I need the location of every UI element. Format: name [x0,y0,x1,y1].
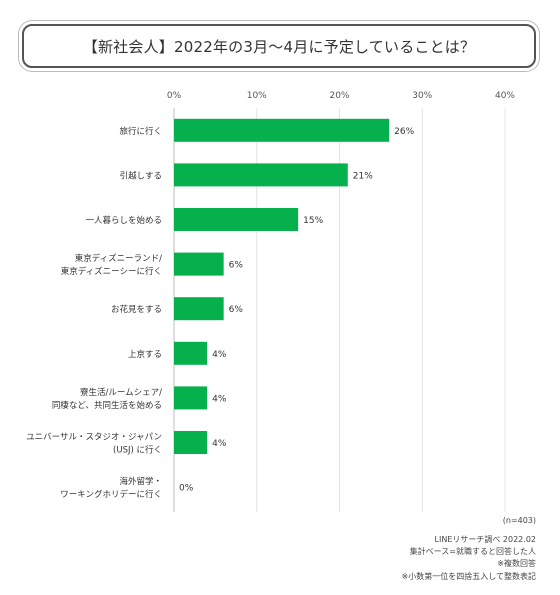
category-label: 旅行に行く [119,126,162,137]
data-label: 26% [394,127,414,137]
category-label: 一人暮らしを始める [85,215,162,226]
bar [174,297,224,321]
category-label: 寮生活/ルームシェア/ [80,387,162,398]
bar [174,252,224,276]
x-tick-label: 40% [495,91,515,101]
data-label: 4% [212,439,227,449]
category-label: (USJ) に行く [113,445,162,456]
data-label: 21% [353,171,373,181]
data-label: 15% [303,216,323,226]
data-label: 6% [229,261,244,271]
category-label: お花見をする [111,304,162,315]
category-label: ユニバーサル・スタジオ・ジャパン [26,433,162,443]
bar [174,386,208,410]
bar [174,431,208,454]
x-tick-label: 20% [329,91,349,101]
chart-title-box: 【新社会人】2022年の3月〜4月に予定していることは？ [22,24,536,68]
source-note: LINEリサーチ調べ 2022.02 [434,535,536,544]
bar [174,118,390,142]
chart-title: 【新社会人】2022年の3月〜4月に予定していることは？ [82,37,476,56]
x-tick-label: 10% [247,91,267,101]
bar [174,341,208,365]
category-label: 引越しする [120,170,162,181]
data-label: 6% [229,305,244,315]
base-note: 集計ベース=就職すると回答した人 [409,547,536,556]
multi-answer-note: ※複数回答 [497,559,536,568]
x-tick-label: 30% [412,91,432,101]
category-label: 東京ディズニーシーに行く [61,266,162,277]
category-label: 同棲など、共同生活を始める [52,400,162,411]
data-label: 0% [179,484,194,494]
bar [174,208,299,231]
category-label: 東京ディズニーランド/ [75,253,162,264]
rounding-note: ※小数第一位を四捨五入して整数表記 [401,572,536,581]
category-label: ワーキングホリデーに行く [60,489,162,500]
category-label: 上京する [128,349,162,360]
category-label: 海外留学・ [119,476,162,487]
data-label: 4% [212,394,227,404]
sample-size-note: (n=403) [502,516,536,525]
bar [174,163,348,187]
x-tick-label: 0% [167,91,182,101]
data-label: 4% [212,350,227,360]
